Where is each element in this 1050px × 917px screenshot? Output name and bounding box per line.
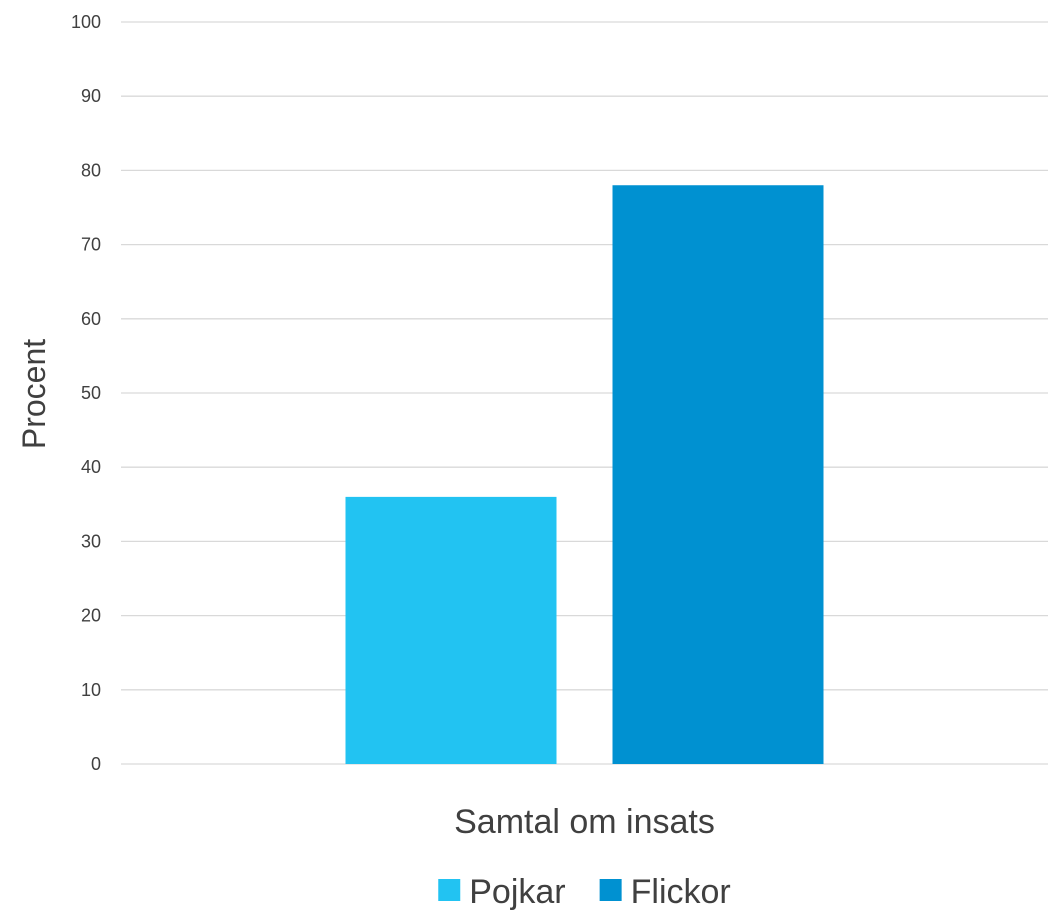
legend-item-pojkar: Pojkar: [438, 873, 566, 911]
y-axis-title: Procent: [16, 339, 52, 449]
legend-label: Flickor: [631, 873, 731, 911]
y-axis-tick-labels: 0 10 20 30 40 50 60 70 80 90 100: [71, 12, 101, 774]
x-category-label: Samtal om insats: [454, 803, 715, 841]
y-tick-label: 30: [81, 531, 101, 551]
x-axis-category-labels: Samtal om insats: [454, 803, 715, 841]
y-tick-label: 20: [81, 606, 101, 626]
y-tick-label: 10: [81, 680, 101, 700]
legend-swatch: [438, 879, 461, 901]
y-tick-label: 90: [81, 86, 101, 106]
y-tick-label: 40: [81, 457, 101, 477]
bars: [345, 185, 824, 765]
y-tick-label: 0: [91, 754, 101, 774]
y-tick-label: 80: [81, 160, 101, 180]
legend-swatch: [599, 879, 622, 901]
bar-pojkar: [345, 496, 557, 764]
y-tick-label: 100: [71, 12, 101, 32]
y-tick-label: 60: [81, 309, 101, 329]
legend-label: Pojkar: [469, 873, 565, 911]
legend: Pojkar Flickor: [438, 873, 731, 911]
y-tick-label: 70: [81, 235, 101, 255]
gridlines: [121, 21, 1048, 765]
bar-flickor: [612, 185, 824, 765]
legend-item-flickor: Flickor: [599, 873, 731, 911]
y-tick-label: 50: [81, 383, 101, 403]
